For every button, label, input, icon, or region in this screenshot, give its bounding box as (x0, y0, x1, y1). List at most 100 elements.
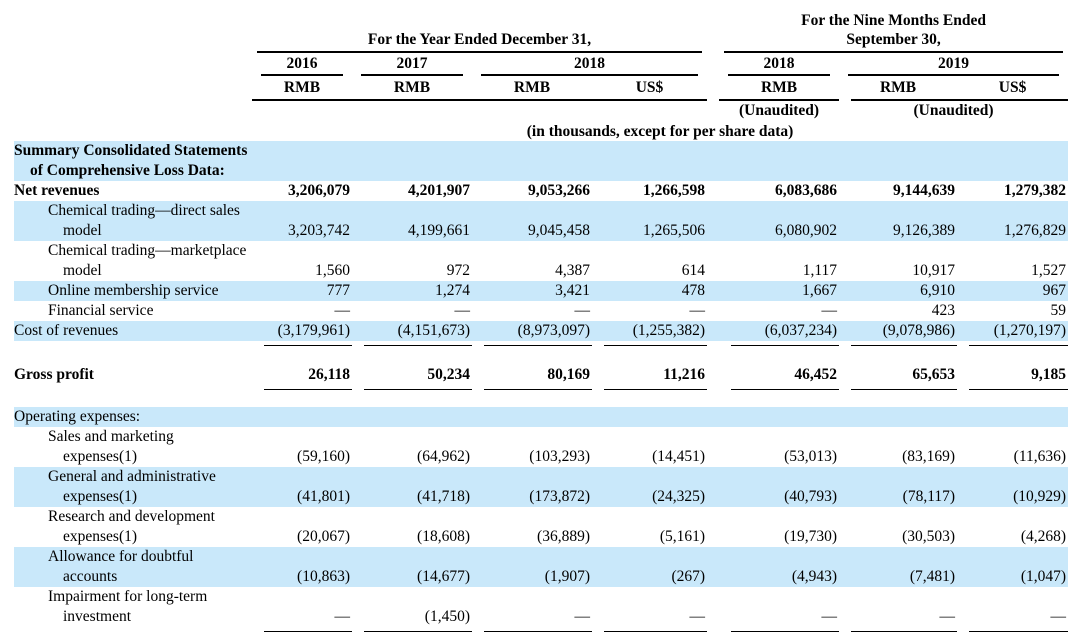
cell-value: (41,718) (352, 467, 472, 507)
cell-value: 9,045,458 (472, 201, 592, 241)
spacer-row (14, 346, 1068, 361)
cell-value: 972 (446, 262, 470, 279)
table-row: Allowance for doubtful accounts (10,863) (1… (14, 547, 1069, 587)
table-row: Chemical trading—marketplace model 1,560 97… (14, 241, 1068, 281)
column-rule (731, 389, 840, 390)
table-row: Financial service — — — — — 423 59 (14, 301, 1068, 321)
cell-value: (64,962) (417, 448, 470, 465)
cell-value: — (454, 302, 471, 319)
row-label-line: Operating expenses: (14, 408, 141, 425)
rule-cell (252, 385, 352, 390)
year-ended-group-rule (257, 51, 703, 53)
column-gap (707, 181, 719, 201)
column-rule (364, 631, 472, 632)
nine-months-group-rule (724, 51, 1064, 53)
cell-value: 9,185 (1031, 366, 1067, 383)
currency-2019-usd: US$ (998, 79, 1027, 96)
row-label: Online membership service (14, 281, 252, 301)
row-label-line: model (63, 222, 102, 239)
rule-cell (719, 341, 840, 346)
cell-value: (20,067) (297, 528, 350, 545)
cell-value: (11,636) (1013, 448, 1067, 465)
column-rule (364, 389, 472, 390)
rule-row (14, 341, 1069, 346)
rule-label-spacer (14, 627, 252, 632)
cell-value: 6,910 (839, 281, 958, 301)
row-label: Gross profit (14, 361, 252, 385)
cell-value: 9,144,639 (893, 182, 956, 199)
cell-value: 9,126,389 (839, 201, 958, 241)
cell-value: (5,161) (659, 528, 706, 545)
cell-value: (24,325) (592, 467, 708, 507)
column-gap (707, 241, 719, 281)
table-row: Cost of revenues (3,179,961) (4,151,673) (8… (14, 321, 1069, 341)
cell-value: 1,276,829 (957, 201, 1069, 241)
row-label-line: Chemical trading—direct sales (48, 202, 240, 219)
cell-value: 6,083,686 (775, 182, 838, 199)
cell-value: 59 (1050, 302, 1067, 319)
column-gap (707, 507, 719, 547)
nine-months-2019-header: 2019 (839, 53, 1068, 76)
table-row: General and administrative expenses(1) (41… (14, 467, 1069, 507)
cell-value: (1,450) (424, 608, 470, 625)
nine-months-group-title-line1: For the Nine Months Ended (801, 12, 986, 29)
table-row: Net revenues 3,206,079 4,201,907 9,053,266 1… (14, 181, 1068, 201)
row-label: Financial service (14, 301, 252, 321)
year-2016-header: 2016 (252, 53, 352, 76)
cell-value: 3,206,079 (288, 182, 350, 199)
cell-value: (6,037,234) (719, 321, 840, 341)
cell-value: 1,279,382 (1004, 182, 1067, 199)
rule-cell (719, 627, 840, 632)
cell-value: — (689, 302, 706, 319)
cell-value: 26,118 (308, 366, 350, 383)
cell-value (839, 407, 958, 427)
row-label: Impairment for long-term investment (14, 587, 252, 627)
column-rule (731, 345, 840, 346)
column-rule (851, 389, 958, 390)
rule-cell (592, 627, 708, 632)
cell-value: (103,293) (529, 448, 590, 465)
currency-2017: RMB (393, 79, 431, 96)
column-gap (707, 301, 719, 321)
cell-value: 423 (931, 302, 956, 319)
cell-value: — (821, 302, 838, 319)
row-label-line: of Comprehensive Loss Data: (30, 162, 225, 179)
cell-value: 3,203,742 (252, 201, 352, 241)
column-rule (264, 345, 352, 346)
table-row: Chemical trading—direct sales model 3,203,… (14, 201, 1069, 241)
rule-cell (839, 627, 958, 632)
cell-value: — (939, 608, 956, 625)
cell-value: 11,216 (663, 366, 706, 383)
cell-value (352, 407, 472, 427)
column-gap (707, 407, 720, 427)
cell-value: 4,199,661 (352, 201, 472, 241)
row-label-line: Impairment for long-term (48, 588, 208, 605)
cell-value: (18,608) (417, 528, 470, 545)
cell-value: 9,053,266 (528, 182, 590, 199)
table-row: Online membership service 777 1,274 3,421 47… (14, 281, 1069, 301)
row-label: Chemical trading—direct sales model (14, 201, 252, 241)
rule-cell (352, 627, 472, 632)
cell-value: 3,421 (472, 281, 592, 301)
rule-cell (252, 627, 352, 632)
cell-value: 777 (252, 281, 352, 301)
table-row: Summary Consolidated Statements of Compre… (14, 141, 1069, 181)
summary-comprehensive-loss-table: For the Year Ended December 31, For the … (14, 0, 1069, 632)
row-label: Research and development expenses(1) (14, 507, 252, 547)
cell-value: 50,234 (427, 366, 470, 383)
table-header: For the Year Ended December 31, For the … (14, 0, 1069, 141)
column-gap (707, 281, 720, 301)
row-label: Summary Consolidated Statements of Compre… (14, 141, 252, 181)
period-group-row: For the Year Ended December 31, For the … (14, 0, 1068, 53)
cell-value: 614 (681, 262, 706, 279)
cell-value: — (334, 302, 351, 319)
rule-cell (957, 627, 1069, 632)
rule-row (14, 385, 1069, 390)
row-label-line: Allowance for doubtful (48, 548, 194, 565)
cell-value: (59,160) (297, 448, 350, 465)
cell-value (957, 141, 1069, 181)
row-label: Chemical trading—marketplace model (14, 241, 252, 281)
cell-value: (78,117) (839, 467, 958, 507)
cell-value: 1,266,598 (643, 182, 706, 199)
column-rule (969, 345, 1069, 346)
